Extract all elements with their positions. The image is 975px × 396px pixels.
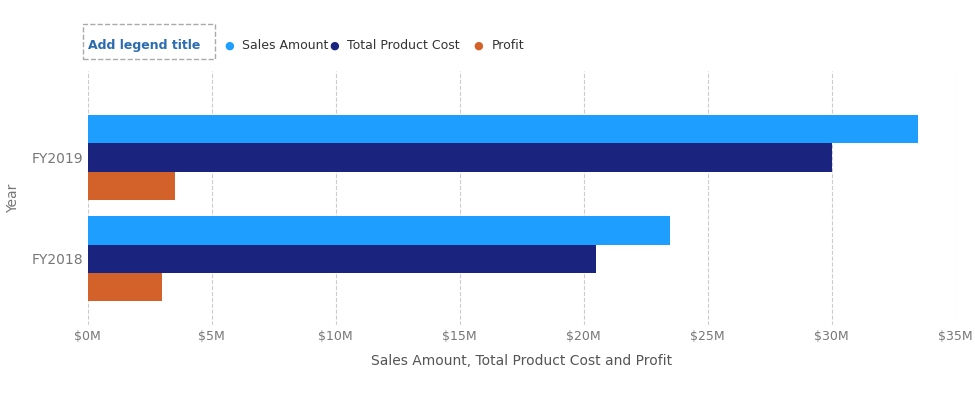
Text: ●: ● bbox=[224, 40, 234, 51]
Text: Sales Amount: Sales Amount bbox=[242, 39, 329, 52]
Bar bbox=[88, 273, 162, 301]
Bar bbox=[88, 143, 832, 171]
Y-axis label: Year: Year bbox=[6, 183, 20, 213]
Text: Profit: Profit bbox=[491, 39, 524, 52]
Bar bbox=[88, 115, 918, 143]
Text: ●: ● bbox=[474, 40, 484, 51]
Bar bbox=[88, 216, 671, 245]
Text: Total Product Cost: Total Product Cost bbox=[347, 39, 459, 52]
Bar bbox=[88, 171, 175, 200]
Bar bbox=[88, 245, 596, 273]
Text: ●: ● bbox=[330, 40, 339, 51]
Text: Add legend title: Add legend title bbox=[88, 39, 200, 52]
X-axis label: Sales Amount, Total Product Cost and Profit: Sales Amount, Total Product Cost and Pro… bbox=[371, 354, 672, 368]
